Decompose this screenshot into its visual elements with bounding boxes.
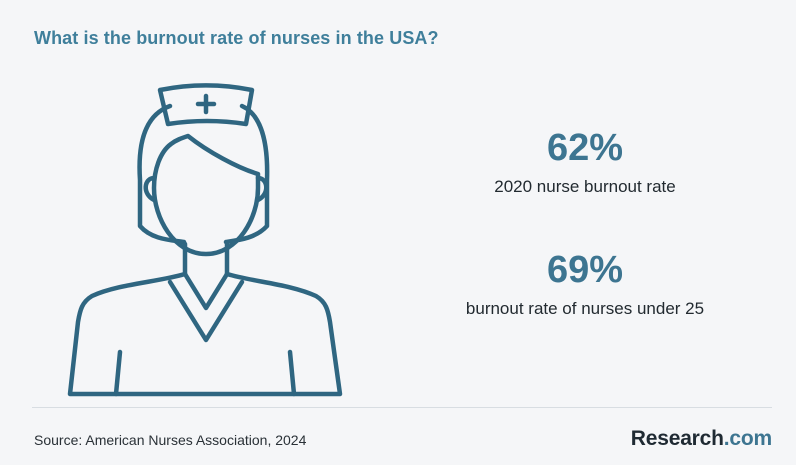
brand-logo: Research.com (631, 427, 772, 451)
stat-label: 2020 nurse burnout rate (494, 177, 676, 196)
right-arm-line (287, 349, 297, 397)
torso (67, 271, 343, 397)
collar-inner (182, 271, 230, 311)
left-arm-line (113, 349, 123, 397)
source-citation: Source: American Nurses Association, 202… (34, 432, 307, 448)
face (151, 133, 261, 257)
nurse-icon (67, 83, 343, 397)
brand-name: Research (630, 427, 724, 450)
collar (167, 279, 245, 343)
hair-outline (137, 103, 187, 245)
stat-value: 69% (546, 249, 624, 291)
stat-burnout-under-25: 69% burnout rate of nurses under 25 (430, 248, 740, 320)
stat-value: 62% (546, 127, 624, 169)
page-title: What is the burnout rate of nurses in th… (34, 28, 439, 48)
nurse-cap (157, 83, 255, 127)
nurse-illustration (60, 78, 350, 402)
brand-dot: . (723, 427, 730, 450)
footer-divider (32, 407, 772, 408)
right-ear (255, 175, 269, 203)
stat-label: burnout rate of nurses under 25 (465, 299, 705, 318)
left-ear (143, 175, 157, 203)
brand-tld: com (729, 427, 772, 450)
hair-outline-right (223, 103, 270, 245)
stat-burnout-2020: 62% 2020 nurse burnout rate (430, 126, 740, 198)
